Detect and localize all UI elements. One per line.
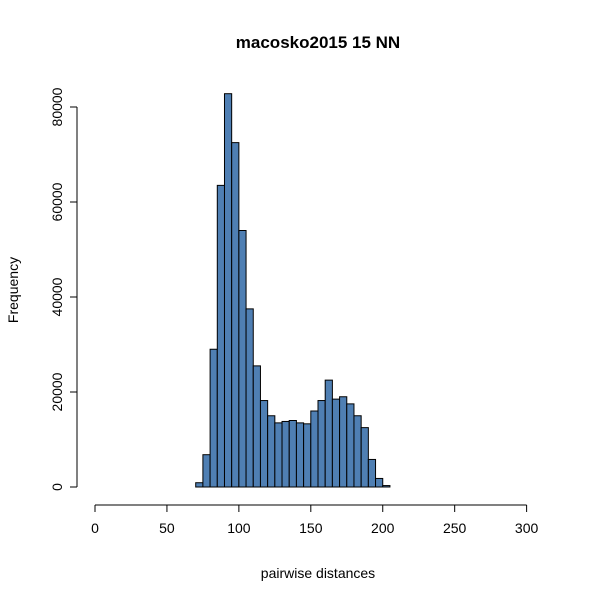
- histogram-bar: [195, 482, 204, 488]
- histogram-bar: [339, 396, 348, 488]
- y-axis: 0 20000 40000 60000 80000: [49, 87, 78, 491]
- histogram-bar: [216, 184, 225, 488]
- histogram-bar: [310, 410, 319, 488]
- histogram-bar: [353, 415, 362, 488]
- histogram-bar: [360, 427, 369, 488]
- y-tick-label: 40000: [49, 277, 65, 316]
- histogram-bar: [281, 420, 290, 488]
- histogram-bar: [375, 477, 384, 488]
- histogram-bar: [295, 422, 305, 488]
- histogram-bar: [267, 415, 276, 488]
- histogram-bar: [231, 142, 240, 488]
- x-tick-label: 250: [443, 520, 467, 536]
- x-tick-label: 150: [299, 520, 323, 536]
- chart-title: macosko2015 15 NN: [236, 33, 400, 52]
- x-tick-label: 200: [371, 520, 395, 536]
- y-tick-label: 60000: [49, 182, 65, 221]
- x-tick-label: 100: [227, 520, 251, 536]
- y-axis-label: Frequency: [5, 257, 21, 323]
- y-tick-label: 80000: [49, 87, 65, 126]
- histogram-bar: [223, 93, 233, 488]
- histogram-bar: [209, 348, 218, 488]
- histogram-bar: [245, 308, 254, 488]
- x-tick-label: 300: [515, 520, 539, 536]
- x-tick-label: 50: [159, 520, 175, 536]
- x-axis: 0 50 100 150 200 250 300: [91, 504, 539, 536]
- histogram-bar: [238, 230, 247, 488]
- y-tick-label: 0: [49, 483, 65, 491]
- x-tick-label: 0: [91, 520, 99, 536]
- histogram-bar: [331, 398, 341, 488]
- histogram-bar: [346, 403, 355, 488]
- histogram-bar: [382, 485, 391, 488]
- y-tick-label: 20000: [49, 372, 65, 411]
- histogram-bar: [317, 400, 326, 488]
- histogram-bars: [195, 93, 391, 488]
- x-axis-label: pairwise distances: [261, 565, 375, 581]
- histogram-bar: [288, 420, 297, 488]
- histogram-bar: [252, 365, 261, 488]
- histogram-bar: [202, 454, 211, 488]
- histogram-bar: [274, 422, 283, 488]
- histogram-bar: [259, 400, 269, 488]
- histogram-bar: [324, 379, 333, 488]
- histogram-bar: [367, 458, 377, 488]
- histogram-bar: [303, 423, 312, 488]
